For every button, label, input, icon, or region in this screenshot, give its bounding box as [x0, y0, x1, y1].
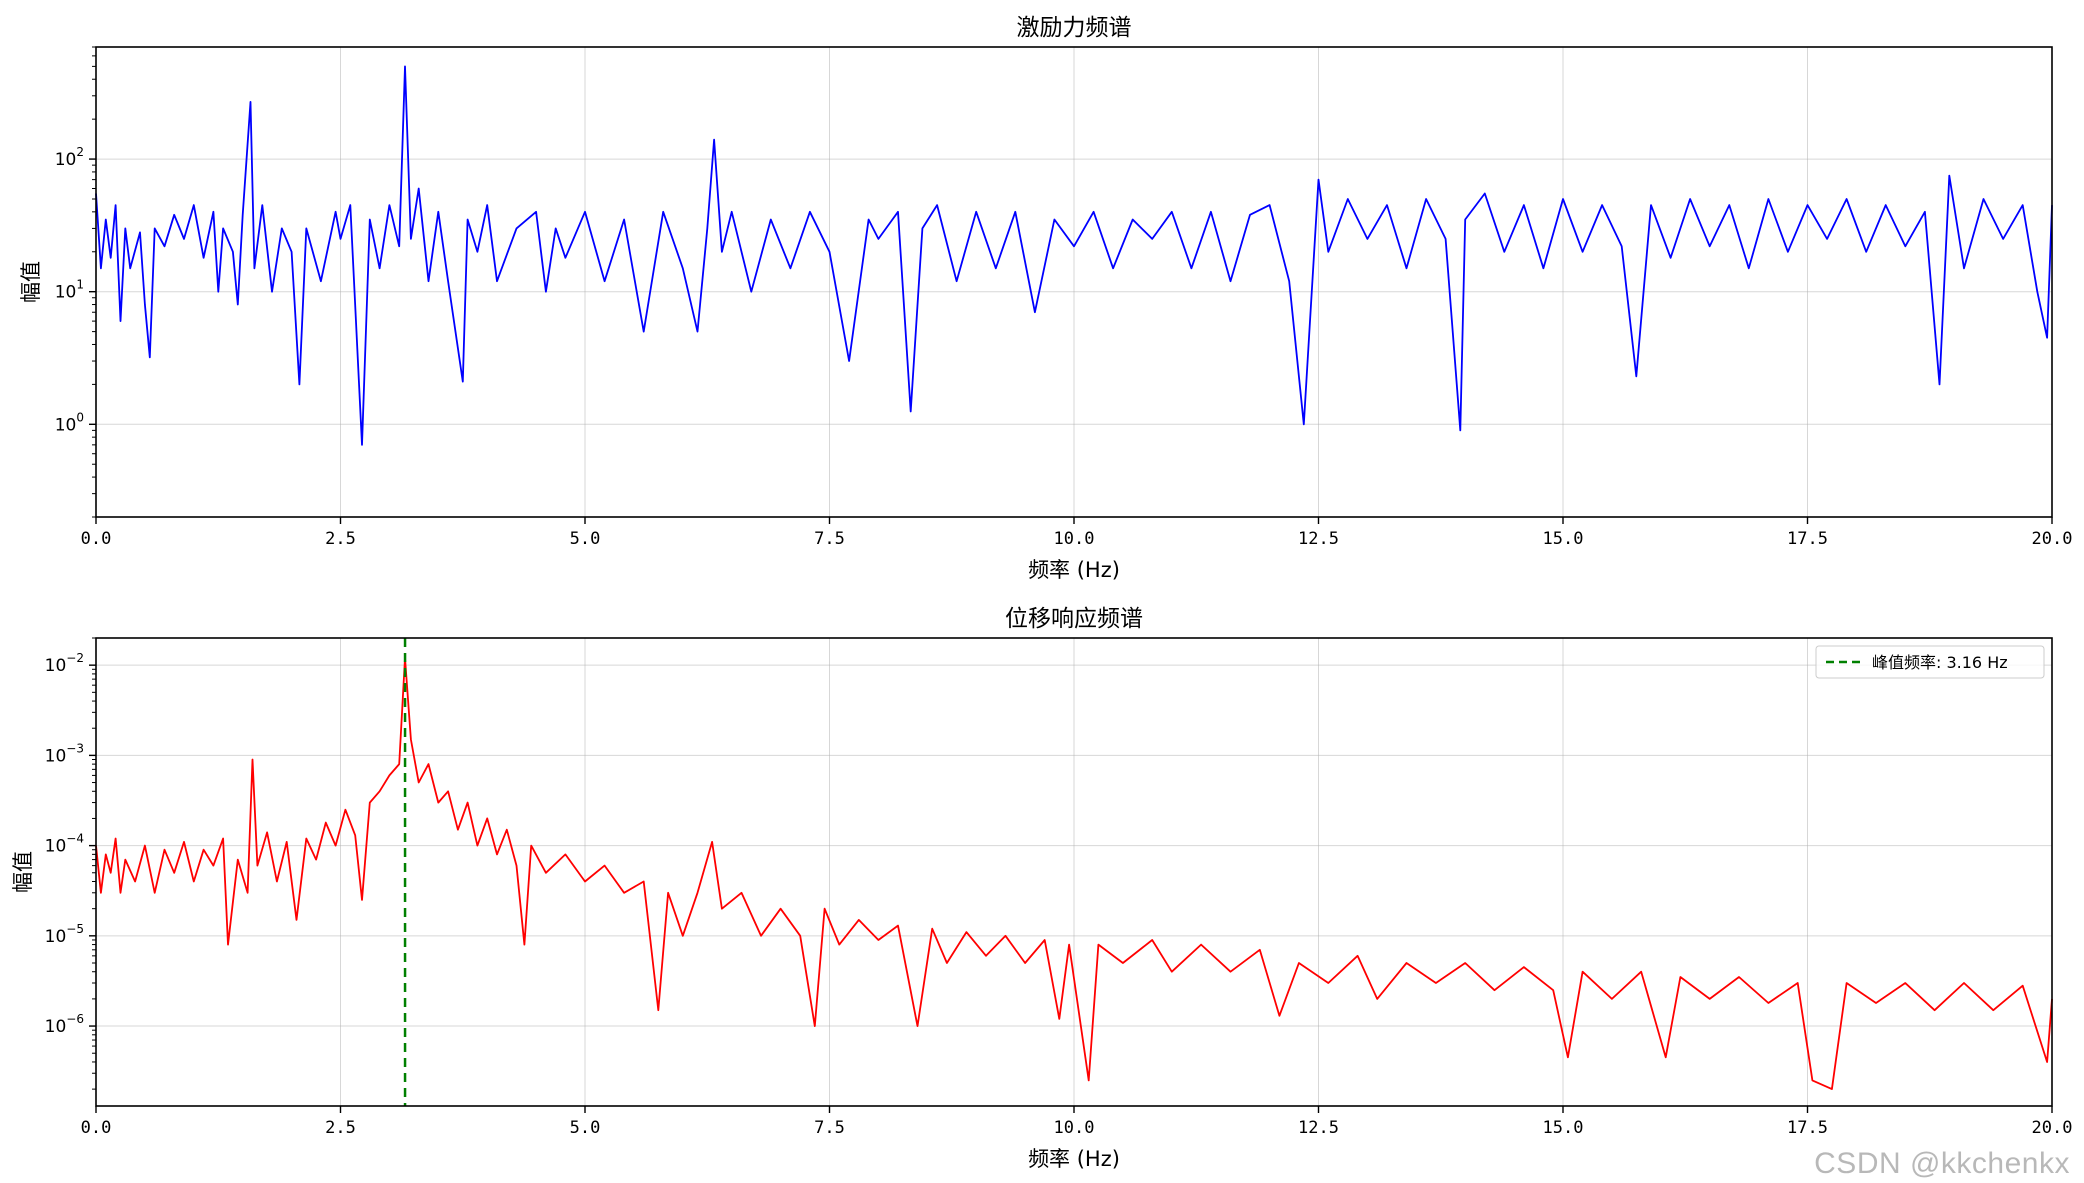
- y-axis-label: 幅值: [11, 851, 35, 893]
- x-tick-label: 2.5: [325, 529, 356, 549]
- y-tick-label: 10−6: [45, 1012, 84, 1037]
- grid: [95, 47, 2053, 517]
- x-tick-label: 17.5: [1787, 529, 1828, 549]
- watermark: CSDN @kkchenkx: [1814, 1147, 2070, 1180]
- x-tick-label: 15.0: [1543, 529, 1584, 549]
- y-tick-label: 10−4: [45, 832, 84, 857]
- plot-area: [95, 65, 2053, 446]
- chart-title: 位移响应频谱: [1005, 606, 1143, 632]
- legend-box: [1815, 645, 2045, 679]
- axes-frame: [95, 637, 2053, 1107]
- y-tick-label: 10−3: [45, 741, 84, 766]
- x-axis-label: 频率 (Hz): [1028, 1147, 1120, 1171]
- x-ticks: 0.0 2.5 5.0 7.5 10.0 12.5 15.0 17.5 20.0: [81, 517, 2073, 549]
- y-tick-label: 10−2: [45, 651, 84, 676]
- y-tick-label: 102: [55, 145, 84, 170]
- series-line: [95, 657, 2053, 1090]
- x-tick-label: 7.5: [814, 529, 845, 549]
- grid: [95, 638, 2053, 1106]
- x-tick-label: 10.0: [1054, 1118, 1095, 1138]
- y-tick-label: 101: [55, 278, 84, 303]
- y-tick-label: 100: [55, 410, 84, 435]
- x-tick-label: 15.0: [1543, 1118, 1584, 1138]
- x-tick-label: 2.5: [325, 1118, 356, 1138]
- x-tick-label: 20.0: [2032, 529, 2073, 549]
- y-ticks: 10−6 10−5 10−4 10−3 10−2: [45, 637, 96, 1090]
- x-tick-label: 12.5: [1298, 529, 1339, 549]
- chart-title: 激励力频谱: [1017, 15, 1132, 41]
- x-tick-label: 0.0: [81, 529, 112, 549]
- x-tick-label: 17.5: [1787, 1118, 1828, 1138]
- legend: 峰值频率: 3.16 Hz: [1815, 645, 2045, 679]
- x-tick-label: 12.5: [1298, 1118, 1339, 1138]
- y-tick-label: 10−5: [45, 922, 84, 947]
- x-tick-label: 5.0: [570, 1118, 601, 1138]
- series-line: [95, 65, 2053, 446]
- x-tick-label: 10.0: [1054, 529, 1095, 549]
- plot-area: [95, 638, 2053, 1106]
- x-tick-label: 20.0: [2032, 1118, 2073, 1138]
- axes-frame: [95, 46, 2053, 518]
- x-tick-label: 5.0: [570, 529, 601, 549]
- excitation-spectrum-axes: 激励力频谱 频率 (Hz) 幅值 0.0 2.5 5.0 7.5 10.0 12.5 15.…: [19, 15, 2072, 582]
- x-tick-label: 7.5: [814, 1118, 845, 1138]
- displacement-spectrum-axes: 位移响应频谱 频率 (Hz) 幅值 0.0 2.5 5.0 7.5 10.0 12.5 15…: [11, 606, 2072, 1171]
- y-axis-label: 幅值: [19, 261, 43, 303]
- y-ticks: 100 101 102: [55, 46, 96, 518]
- x-ticks: 0.0 2.5 5.0 7.5 10.0 12.5 15.0 17.5 20.0: [81, 1106, 2073, 1138]
- x-tick-label: 0.0: [81, 1118, 112, 1138]
- x-axis-label: 频率 (Hz): [1028, 558, 1120, 582]
- legend-label: 峰值频率: 3.16 Hz: [1872, 653, 2008, 672]
